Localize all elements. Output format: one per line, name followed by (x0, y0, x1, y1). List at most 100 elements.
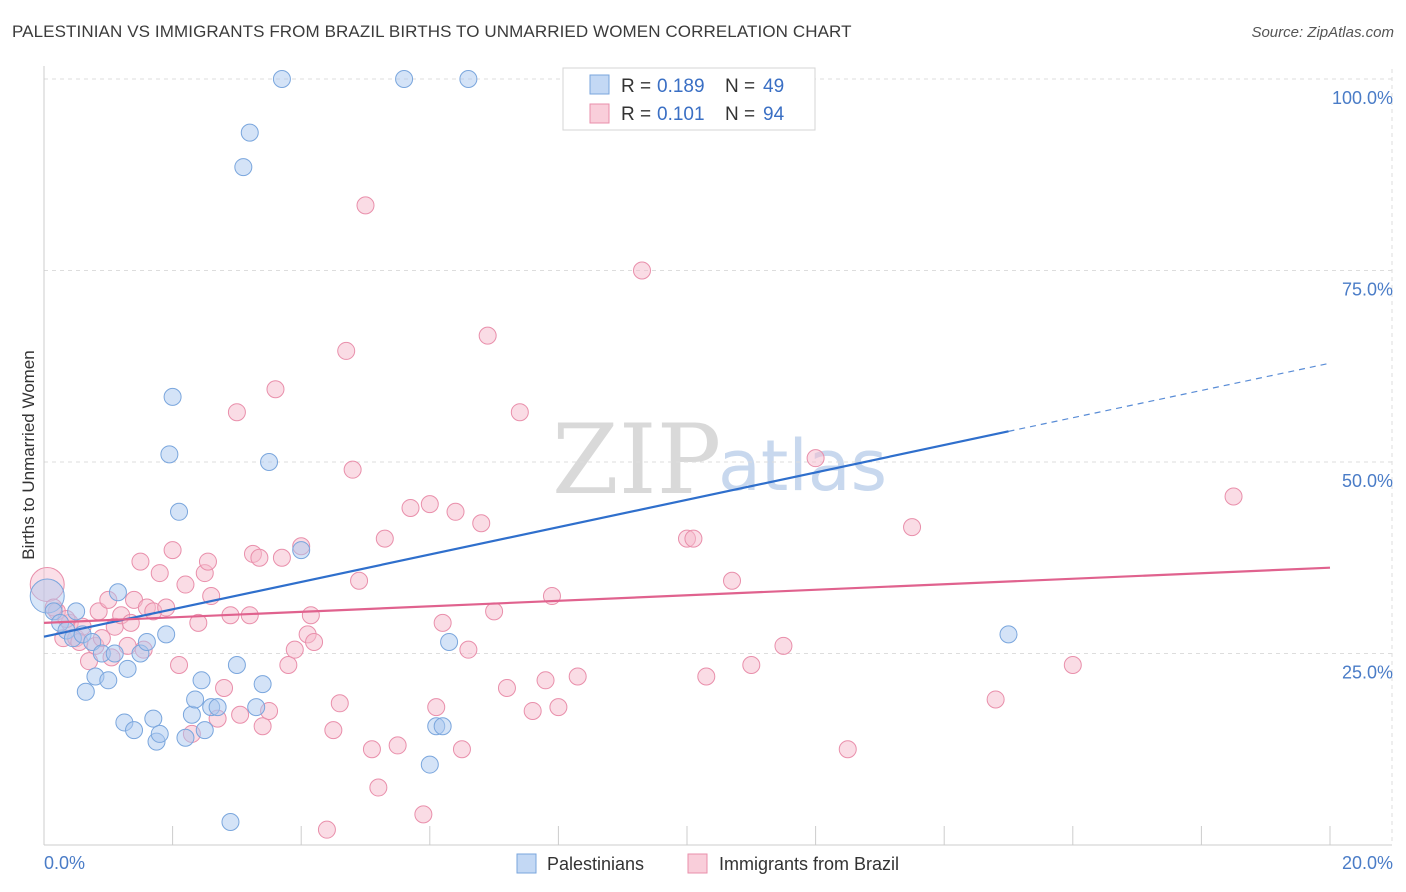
point-brazil (838, 740, 857, 759)
x-tick-label: 20.0% (1342, 853, 1393, 873)
point-brazil (697, 667, 716, 686)
point-brazil (523, 701, 542, 720)
point-brazil (343, 460, 362, 479)
point-palestinians (240, 123, 259, 142)
point-palestinians (157, 625, 176, 644)
point-brazil (806, 449, 825, 468)
point-palestinians (433, 717, 452, 736)
point-brazil (170, 655, 189, 674)
point-brazil (723, 571, 742, 590)
trend-lines (43, 362, 1331, 638)
y-axis-title: Births to Unmarried Women (19, 350, 38, 559)
series-legend: Palestinians Immigrants from Brazil (516, 853, 899, 874)
point-palestinians (999, 625, 1018, 644)
point-palestinians (150, 724, 169, 743)
point-brazil (279, 655, 298, 674)
point-brazil (324, 721, 343, 740)
point-palestinians (170, 502, 189, 521)
point-brazil (452, 740, 471, 759)
point-brazil (472, 514, 491, 533)
point-brazil (356, 196, 375, 215)
point-brazil (478, 326, 497, 345)
point-brazil (369, 778, 388, 797)
point-brazil (427, 698, 446, 717)
point-brazil (305, 633, 324, 652)
legend-r-label-palestinians: R = (621, 76, 651, 97)
bottom-legend-swatch-palestinians (516, 853, 537, 874)
point-brazil (446, 502, 465, 521)
legend-r-label-brazil: R = (621, 104, 651, 125)
y-tick-label: 100.0% (1332, 88, 1393, 108)
point-palestinians (395, 70, 414, 88)
bottom-legend-label-palestinians: Palestinians (547, 854, 644, 874)
point-palestinians (176, 728, 195, 747)
point-brazil (317, 820, 336, 839)
point-palestinians (105, 644, 124, 663)
trend-line-brazil (43, 566, 1331, 624)
chart-title: PALESTINIAN VS IMMIGRANTS FROM BRAZIL BI… (12, 22, 852, 41)
point-palestinians (208, 698, 227, 717)
point-brazil (497, 678, 516, 697)
point-brazil (375, 529, 394, 548)
point-brazil (163, 541, 182, 560)
point-palestinians (420, 755, 439, 774)
point-brazil (301, 606, 320, 625)
point-palestinians (67, 602, 86, 621)
point-brazil (632, 261, 651, 280)
y-tick-label: 25.0% (1342, 663, 1393, 683)
data-points (29, 70, 1243, 839)
point-brazil (285, 640, 304, 659)
point-brazil (266, 380, 285, 399)
trend-line-palestinians (43, 430, 1009, 638)
point-brazil (433, 613, 452, 632)
point-palestinians (118, 659, 137, 678)
point-palestinians (253, 675, 272, 694)
point-palestinians (186, 690, 205, 709)
legend-n-label-brazil: N = (725, 104, 755, 125)
point-brazil (903, 518, 922, 537)
point-palestinians (144, 709, 163, 728)
point-palestinians (227, 655, 246, 674)
trend-line-palestinians-extension (1008, 362, 1331, 432)
point-brazil (272, 548, 291, 567)
legend-n-value-brazil: 94 (763, 104, 785, 125)
chart-source: Source: ZipAtlas.com (1251, 24, 1394, 41)
point-palestinians (108, 583, 127, 602)
legend-n-value-palestinians: 49 (763, 76, 784, 97)
point-palestinians (195, 721, 214, 740)
legend-swatch-brazil (589, 103, 610, 124)
axes: 25.0% 50.0% 75.0% 100.0% 0.0% 20.0% (43, 66, 1393, 873)
bottom-legend-swatch-brazil (687, 853, 708, 874)
point-brazil (986, 690, 1005, 709)
point-brazil (176, 575, 195, 594)
point-palestinians (459, 70, 478, 88)
watermark-atlas: atlas (718, 425, 887, 507)
point-brazil (742, 655, 761, 674)
point-palestinians (76, 682, 95, 701)
point-brazil (1063, 655, 1082, 674)
point-brazil (157, 598, 176, 617)
point-palestinians (292, 541, 311, 560)
point-palestinians (234, 158, 253, 177)
point-brazil (253, 717, 272, 736)
point-brazil (150, 564, 169, 583)
y-tick-label: 75.0% (1342, 280, 1393, 300)
point-brazil (401, 498, 420, 517)
point-palestinians (182, 705, 201, 724)
point-palestinians (163, 387, 182, 406)
point-brazil (485, 602, 504, 621)
legend-r-value-palestinians: 0.189 (657, 76, 705, 97)
legend-r-value-brazil: 0.101 (657, 104, 705, 125)
point-brazil (189, 613, 208, 632)
point-brazil (131, 552, 150, 571)
point-brazil (568, 667, 587, 686)
point-brazil (330, 694, 349, 713)
point-brazil (337, 341, 356, 360)
point-brazil (510, 403, 529, 422)
point-brazil (362, 740, 381, 759)
point-palestinians (247, 698, 266, 717)
point-brazil (215, 678, 234, 697)
point-palestinians (99, 671, 118, 690)
y-tick-label: 50.0% (1342, 471, 1393, 491)
point-brazil (536, 671, 555, 690)
